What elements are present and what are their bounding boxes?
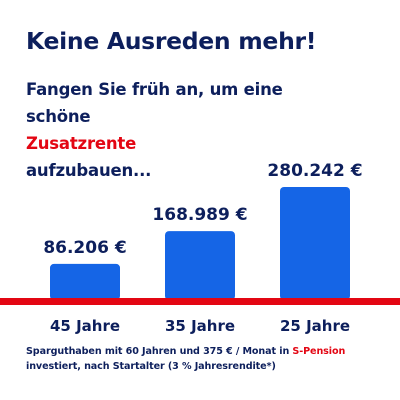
bar-value-label-2: 168.989 € — [152, 205, 247, 225]
footnote-line-2: investiert, nach Startalter (3 % Jahresr… — [26, 361, 276, 372]
baseline-axis — [0, 298, 400, 305]
bar-1 — [50, 263, 120, 300]
subtitle-line-2-text: schöne — [26, 107, 91, 126]
savings-bar-chart: 86.206 € 45 Jahre 168.989 € 35 Jahre 280.242… — [0, 161, 400, 335]
footnote-accent-word: S-Pension — [292, 346, 346, 357]
subtitle-line-3: aufzubauen... — [26, 161, 152, 180]
bar-3 — [280, 187, 350, 300]
bar-2 — [165, 231, 235, 300]
bar-value-label-1: 86.206 € — [43, 238, 126, 258]
subtitle-line-2: schöne Zusatzrente — [26, 103, 283, 157]
bar-value-label-3: 280.242 € — [267, 161, 362, 181]
category-label-2: 35 Jahre — [165, 317, 235, 335]
subtitle: Fangen Sie früh an, um eine schöne Zusat… — [26, 76, 283, 184]
headline: Keine Ausreden mehr! — [26, 27, 317, 55]
subtitle-accent-word: Zusatzrente — [26, 134, 137, 153]
subtitle-line-1: Fangen Sie früh an, um eine — [26, 80, 283, 99]
footnote-line-1-text: Sparguthaben mit 60 Jahren und 375 € / M… — [26, 346, 293, 357]
category-label-3: 25 Jahre — [280, 317, 350, 335]
footnote: Sparguthaben mit 60 Jahren und 375 € / M… — [26, 344, 345, 374]
category-label-1: 45 Jahre — [50, 317, 120, 335]
